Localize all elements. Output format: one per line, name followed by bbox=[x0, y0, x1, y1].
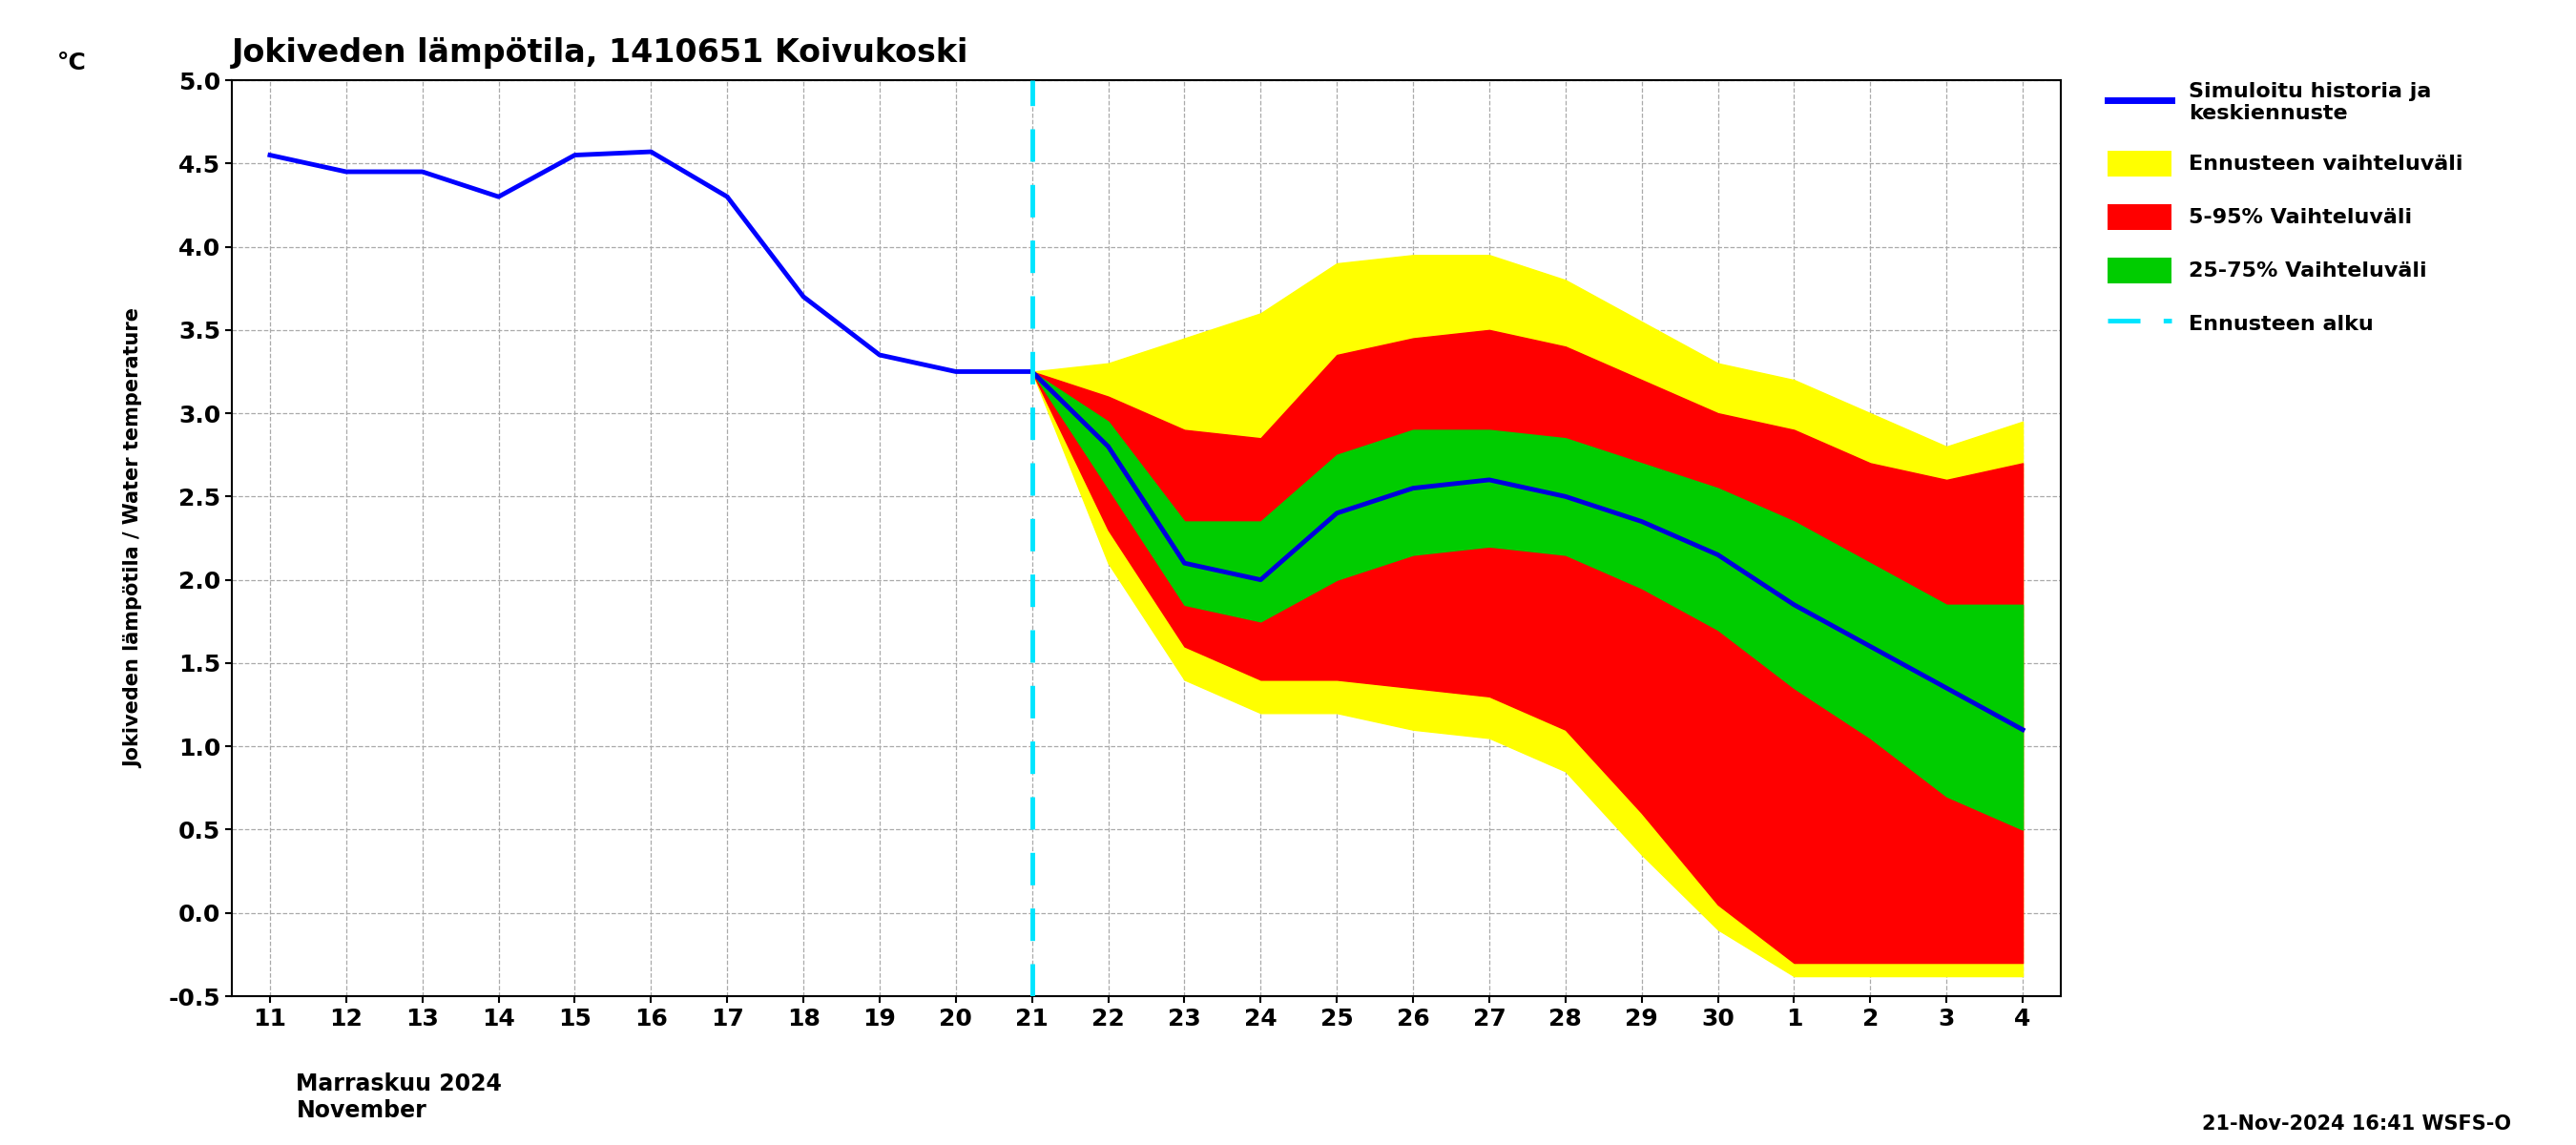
Text: °C: °C bbox=[57, 52, 88, 74]
Text: 21-Nov-2024 16:41 WSFS-O: 21-Nov-2024 16:41 WSFS-O bbox=[2202, 1114, 2512, 1134]
Legend: Simuloitu historia ja
keskiennuste, Ennusteen vaihteluväli, 5-95% Vaihteluväli, : Simuloitu historia ja keskiennuste, Ennu… bbox=[2107, 81, 2463, 337]
Text: Jokiveden lämpötila, 1410651 Koivukoski: Jokiveden lämpötila, 1410651 Koivukoski bbox=[232, 37, 969, 69]
Text: Jokiveden lämpötila / Water temperature: Jokiveden lämpötila / Water temperature bbox=[124, 308, 144, 768]
Text: Marraskuu 2024
November: Marraskuu 2024 November bbox=[296, 1073, 502, 1122]
